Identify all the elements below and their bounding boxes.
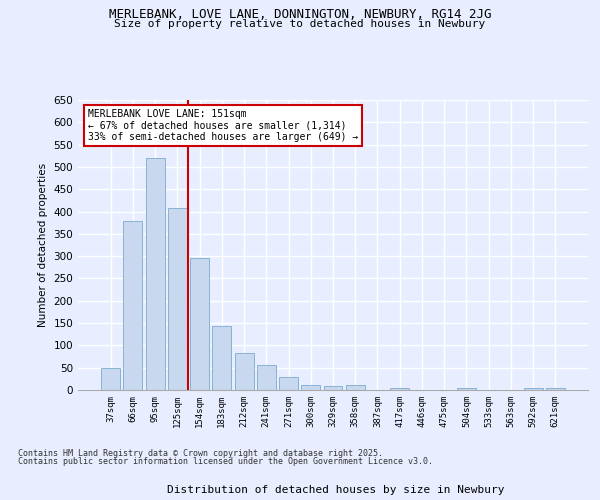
Bar bbox=[146, 158, 164, 390]
Bar bbox=[235, 352, 254, 390]
Bar bbox=[457, 388, 476, 390]
Bar bbox=[190, 258, 209, 390]
Bar bbox=[168, 208, 187, 390]
Bar bbox=[301, 385, 320, 390]
Text: Distribution of detached houses by size in Newbury: Distribution of detached houses by size … bbox=[167, 485, 505, 495]
Text: MERLEBANK LOVE LANE: 151sqm
← 67% of detached houses are smaller (1,314)
33% of : MERLEBANK LOVE LANE: 151sqm ← 67% of det… bbox=[88, 108, 358, 142]
Text: Contains HM Land Registry data © Crown copyright and database right 2025.: Contains HM Land Registry data © Crown c… bbox=[18, 448, 383, 458]
Y-axis label: Number of detached properties: Number of detached properties bbox=[38, 163, 48, 327]
Bar bbox=[323, 386, 343, 390]
Bar bbox=[524, 388, 542, 390]
Text: Size of property relative to detached houses in Newbury: Size of property relative to detached ho… bbox=[115, 19, 485, 29]
Bar bbox=[257, 366, 276, 390]
Bar bbox=[212, 326, 231, 390]
Text: MERLEBANK, LOVE LANE, DONNINGTON, NEWBURY, RG14 2JG: MERLEBANK, LOVE LANE, DONNINGTON, NEWBUR… bbox=[109, 8, 491, 20]
Bar bbox=[346, 385, 365, 390]
Bar bbox=[124, 222, 142, 390]
Bar bbox=[546, 388, 565, 390]
Bar bbox=[390, 388, 409, 390]
Text: Contains public sector information licensed under the Open Government Licence v3: Contains public sector information licen… bbox=[18, 457, 433, 466]
Bar bbox=[279, 376, 298, 390]
Bar bbox=[101, 368, 120, 390]
